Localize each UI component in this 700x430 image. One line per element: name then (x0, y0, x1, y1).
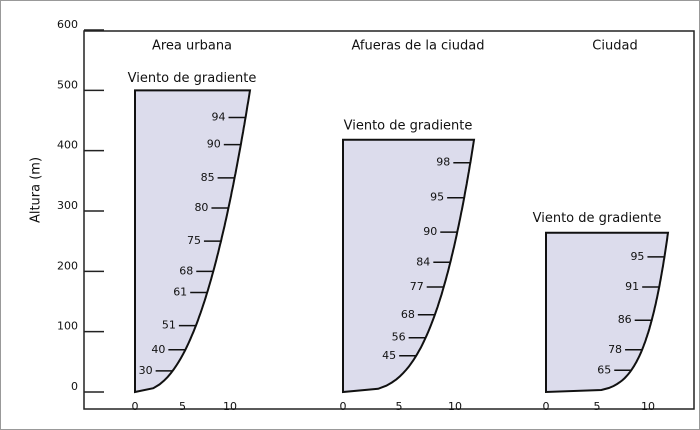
level-label: 94 (212, 110, 226, 123)
panel-title: Afueras de la ciudad (351, 39, 484, 54)
level-label: 51 (162, 319, 176, 332)
panel-title: Area urbana (152, 39, 232, 54)
level-label: 56 (392, 331, 406, 344)
y-tick-label: 100 (57, 320, 78, 333)
level-label: 68 (179, 264, 193, 277)
level-label: 65 (597, 363, 611, 376)
y-axis-label: Altura (m) (29, 157, 44, 223)
level-label: 80 (194, 201, 208, 214)
level-label: 85 (201, 171, 215, 184)
level-label: 40 (151, 343, 165, 356)
frame (83, 30, 695, 410)
level-label: 45 (382, 349, 396, 362)
x-tick-label: 0 (543, 400, 550, 413)
top-label: Viento de gradiente (533, 211, 662, 226)
panel-title: Ciudad (592, 39, 637, 54)
level-label: 90 (423, 225, 437, 238)
top-label: Viento de gradiente (128, 71, 257, 86)
level-label: 95 (430, 191, 444, 204)
y-tick-label: 600 (57, 18, 78, 31)
y-tick-label: 200 (57, 259, 78, 272)
level-label: 98 (436, 156, 450, 169)
level-label: 91 (625, 280, 639, 293)
level-label: 77 (410, 280, 424, 293)
level-label: 61 (173, 285, 187, 298)
level-label: 86 (618, 313, 632, 326)
x-tick-label: 5 (179, 400, 186, 413)
level-label: 95 (630, 250, 644, 263)
y-tick-label: 0 (71, 380, 78, 393)
level-label: 30 (139, 364, 153, 377)
y-tick-label: 400 (57, 139, 78, 152)
wind-profile (134, 89, 252, 394)
level-label: 68 (401, 308, 415, 321)
level-label: 90 (207, 138, 221, 151)
y-tick-label: 300 (57, 199, 78, 212)
x-tick-label: 0 (340, 400, 347, 413)
level-label: 75 (187, 234, 201, 247)
x-tick-label: 10 (641, 400, 655, 413)
y-tick-label: 500 (57, 78, 78, 91)
level-label: 84 (416, 255, 430, 268)
wind-profile (545, 231, 670, 394)
level-label: 78 (608, 343, 622, 356)
x-tick-label: 0 (132, 400, 139, 413)
x-tick-label: 10 (448, 400, 462, 413)
x-tick-label: 5 (594, 400, 601, 413)
top-label: Viento de gradiente (344, 118, 473, 133)
x-tick-label: 10 (223, 400, 237, 413)
x-tick-label: 5 (396, 400, 403, 413)
